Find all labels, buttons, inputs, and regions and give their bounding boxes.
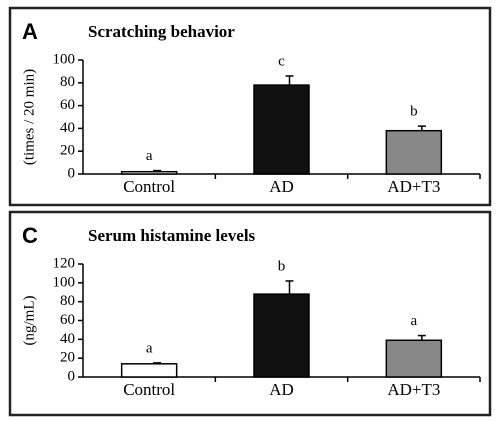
bar xyxy=(385,129,443,175)
x-tick-label: Control xyxy=(123,380,175,399)
significance-letter: a xyxy=(410,313,417,329)
chart-title: Serum histamine levels xyxy=(88,226,256,245)
y-tick-label: 40 xyxy=(60,120,75,136)
significance-letter: a xyxy=(146,148,153,164)
y-tick-label: 60 xyxy=(60,97,75,113)
y-tick-label: 100 xyxy=(53,51,76,67)
significance-letter: c xyxy=(278,53,285,69)
x-tick-label: AD+T3 xyxy=(387,380,440,399)
panel-label: A xyxy=(22,19,38,44)
y-tick-label: 40 xyxy=(60,331,75,347)
bar xyxy=(385,339,443,378)
significance-letter: a xyxy=(146,340,153,356)
y-tick-label: 0 xyxy=(68,165,76,181)
panel-frame xyxy=(8,210,492,417)
y-axis-label: (ng/mL) xyxy=(21,296,37,346)
y-tick-label: 60 xyxy=(60,312,75,328)
y-tick-label: 80 xyxy=(60,74,75,90)
panel-label: C xyxy=(22,223,38,248)
x-tick-label: AD xyxy=(269,177,294,196)
bar xyxy=(120,363,178,378)
y-axis-label: (times / 20 min) xyxy=(21,69,37,165)
significance-letter: b xyxy=(278,258,286,274)
y-tick-label: 100 xyxy=(53,274,76,290)
bar xyxy=(120,170,178,175)
panel-frame xyxy=(8,6,492,207)
y-tick-label: 80 xyxy=(60,293,75,309)
x-tick-label: AD xyxy=(269,380,294,399)
x-tick-label: Control xyxy=(123,177,175,196)
y-tick-label: 20 xyxy=(60,350,75,366)
y-tick-label: 20 xyxy=(60,143,75,159)
significance-letter: b xyxy=(410,104,418,120)
x-tick-label: AD+T3 xyxy=(387,177,440,196)
chart-title: Scratching behavior xyxy=(88,22,235,41)
bar xyxy=(253,293,310,378)
y-tick-label: 120 xyxy=(53,255,76,271)
bar xyxy=(253,84,310,175)
y-tick-label: 0 xyxy=(68,368,76,384)
